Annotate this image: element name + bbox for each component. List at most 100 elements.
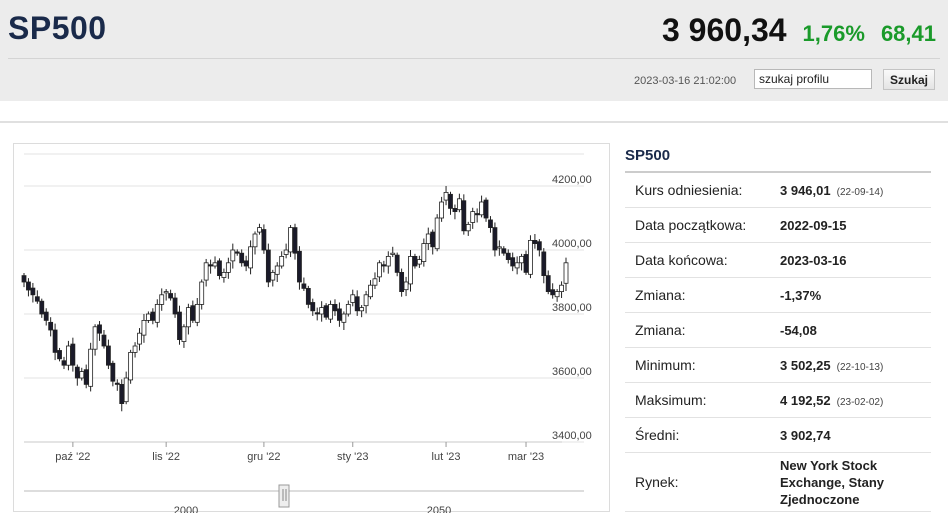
candle-body <box>332 303 338 312</box>
candle-body <box>48 321 54 331</box>
quote-timestamp: 2023-03-16 21:02:00 <box>634 75 737 87</box>
stats-value-text: -1,37% <box>780 287 822 303</box>
candle-body <box>390 252 396 255</box>
stats-value: 2022-09-15 <box>780 207 931 243</box>
candle-body <box>128 351 134 381</box>
stats-row: Zmiana: -54,08 <box>625 312 931 348</box>
x-tick-label: sty '23 <box>337 451 368 463</box>
candle-body <box>350 294 356 303</box>
price-chart[interactable]: 4200,00 4000,00 3800,00 3600,00 3400,00 paź '… <box>13 143 611 513</box>
candle-body <box>381 264 387 267</box>
x-tick-label: gru '22 <box>247 451 280 463</box>
candle-body <box>292 227 298 254</box>
candlestick-chart[interactable]: 4200,00 4000,00 3800,00 3600,00 3400,00 paź '… <box>14 144 611 513</box>
candle-body <box>114 382 120 385</box>
stats-row: Maksimum: 4 192,52 (23-02-02) <box>625 382 931 418</box>
candle-body <box>110 362 116 382</box>
candle-body <box>301 283 307 289</box>
candle-body <box>119 383 125 404</box>
candle-body <box>261 229 267 251</box>
candle-body <box>79 371 85 379</box>
stats-value-text: 3 946,01 <box>780 182 831 198</box>
candle-body <box>83 369 89 385</box>
candle-body <box>421 243 427 262</box>
stats-row: Data początkowa: 2022-09-15 <box>625 207 931 243</box>
candle-body <box>319 307 325 315</box>
candle-body <box>328 303 333 320</box>
candle-body <box>106 345 111 366</box>
stats-row: Kurs odniesienia: 3 946,01 (22-09-14) <box>625 173 931 208</box>
stats-row: Średni: 3 902,74 <box>625 417 931 453</box>
candle-body <box>514 262 520 269</box>
candle-body <box>137 332 142 345</box>
candle-body <box>337 308 342 321</box>
candle-body <box>372 278 378 286</box>
search-button[interactable]: Szukaj <box>883 69 935 90</box>
candle-body <box>88 348 94 387</box>
candle-body <box>394 254 400 273</box>
stats-value: 2023-03-16 <box>780 242 931 278</box>
candle-body <box>252 233 258 248</box>
candle-body <box>550 289 556 296</box>
candle-body <box>97 324 102 334</box>
stats-label: Zmiana: <box>625 312 780 348</box>
candle-body <box>159 294 165 305</box>
candle-body <box>225 262 231 273</box>
candle-body <box>297 250 302 283</box>
stats-value-date: (22-10-13) <box>836 361 884 373</box>
stats-value-text: New York Stock Exchange, Stany Zjednoczo… <box>780 457 885 507</box>
candle-body <box>199 281 205 305</box>
candle-body <box>185 307 191 328</box>
candle-body <box>443 192 449 201</box>
candle-body <box>288 227 293 253</box>
stats-value: New York Stock Exchange, Stany Zjednoczo… <box>780 452 931 512</box>
stats-table: Kurs odniesienia: 3 946,01 (22-09-14) Data … <box>625 173 931 512</box>
stats-value: 3 946,01 (22-09-14) <box>780 173 931 208</box>
candle-body <box>519 256 524 264</box>
candle-body <box>123 377 129 403</box>
candle-body <box>257 227 262 233</box>
candle-body <box>310 302 316 312</box>
candle-body <box>501 248 507 254</box>
candle-body <box>559 284 564 292</box>
stats-label: Średni: <box>625 417 780 453</box>
candle-body <box>248 246 253 269</box>
candle-body <box>505 252 511 260</box>
stats-row: Zmiana: -1,37% <box>625 277 931 313</box>
profile-search-input[interactable] <box>754 69 872 89</box>
candle-body <box>168 293 174 299</box>
candle-body <box>416 259 422 265</box>
candle-body <box>541 251 547 276</box>
stats-value-text: 2023-03-16 <box>780 252 847 268</box>
candle-body <box>283 249 289 255</box>
y-tick-label: 3800,00 <box>552 302 592 314</box>
y-tick-label: 4000,00 <box>552 238 592 250</box>
candle-body <box>434 217 440 250</box>
candle-body <box>465 224 471 232</box>
candle-body <box>132 345 138 353</box>
candle-body <box>203 262 209 281</box>
candle-body <box>243 260 249 267</box>
stats-value-date: (22-09-14) <box>836 186 884 198</box>
candle-body <box>359 307 365 312</box>
stats-label: Data początkowa: <box>625 207 780 243</box>
candle-body <box>194 303 200 323</box>
stats-title: SP500 <box>625 143 931 173</box>
candle-body <box>479 201 484 216</box>
candle-body <box>234 251 240 254</box>
y-tick-label: 3400,00 <box>552 430 592 442</box>
candle-body <box>163 291 169 294</box>
x-tick-label: lis '22 <box>152 451 180 463</box>
x-tick-label: lut '23 <box>432 451 461 463</box>
candle-body <box>66 345 71 366</box>
stats-value-text: 3 902,74 <box>780 427 831 443</box>
candle-body <box>554 291 560 298</box>
candle-body <box>39 300 45 315</box>
candle-body <box>408 256 413 285</box>
x-tick-label: paź '22 <box>55 451 90 463</box>
candle-body <box>34 296 40 302</box>
candle-body <box>452 208 458 213</box>
candle-body <box>323 305 329 318</box>
candle-body <box>399 271 405 292</box>
change-percent: 1,76% <box>802 21 865 46</box>
